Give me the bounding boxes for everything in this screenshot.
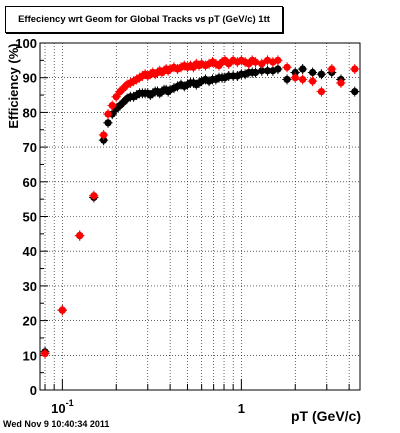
y-tick-label: 70 [23,140,37,155]
y-tick-label: 50 [23,210,37,225]
data-point [104,110,112,118]
data-point [258,60,266,68]
data-point [41,349,49,358]
y-tick-label: 30 [23,279,37,294]
data-point [337,79,345,87]
data-point [90,192,98,200]
y-tick-label: 80 [23,105,37,120]
axes: 0 10 20 30 40 50 60 70 80 90 100 10-1 1 [15,36,350,416]
data-point [317,70,326,78]
data-point [104,119,112,127]
x-tick-label: 1 [238,401,245,416]
data-point [274,65,282,73]
chart-title: Effeciency wrt Geom for Global Tracks vs… [5,6,283,33]
data-point [299,65,307,73]
data-point [351,65,359,73]
x-axis-title: pT (GeV/c) [291,408,361,424]
data-point [112,93,120,101]
data-point [308,68,317,77]
series-black [40,64,360,357]
data-point [351,87,359,96]
data-point [291,74,299,82]
y-tick-label: 0 [30,383,37,398]
data-point [76,231,84,240]
data-point [283,63,291,71]
y-tick-label: 60 [23,175,37,190]
data-point [258,67,266,75]
data-point [263,67,272,75]
data-point [299,75,307,84]
data-point [58,306,66,314]
data-point [317,87,326,96]
data-point [251,68,260,77]
data-point [291,68,299,77]
data-point [328,65,336,73]
y-tick-label: 40 [23,244,37,259]
data-point [100,131,108,139]
x-tick-label: 10-1 [51,398,73,416]
y-tick-label: 10 [23,348,37,363]
y-tick-label: 90 [23,71,37,86]
data-point [100,136,108,144]
y-tick-label: 100 [15,36,37,51]
data-point [283,75,291,84]
y-axis-title: Efficiency (%) [6,43,21,128]
grid [40,43,360,390]
timestamp: Wed Nov 9 10:40:34 2011 [3,419,110,429]
data-point [274,56,282,64]
series-red [40,55,360,359]
data-point [251,58,260,66]
data-point [308,77,317,85]
y-tick-label: 20 [23,314,37,329]
data-point [108,101,116,110]
